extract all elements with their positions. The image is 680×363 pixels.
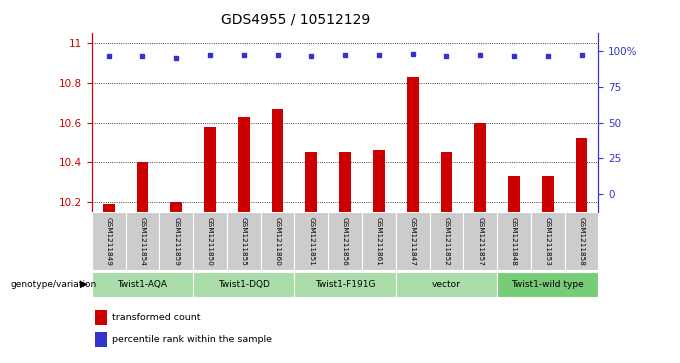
Bar	[238, 117, 250, 212]
Text: GSM1211854: GSM1211854	[139, 217, 146, 266]
Bar	[497, 272, 598, 297]
Text: GSM1211849: GSM1211849	[105, 217, 112, 266]
Bar	[474, 123, 486, 212]
Bar	[339, 152, 351, 212]
Bar	[193, 272, 294, 297]
Bar	[362, 212, 396, 270]
Bar	[564, 212, 598, 270]
Bar	[294, 212, 328, 270]
Bar	[137, 163, 148, 212]
Text: GSM1211852: GSM1211852	[443, 217, 449, 266]
Text: GSM1211857: GSM1211857	[477, 217, 483, 266]
Bar	[396, 212, 430, 270]
Text: Twist1-AQA: Twist1-AQA	[118, 280, 167, 289]
Text: GSM1211853: GSM1211853	[545, 217, 551, 266]
Bar	[373, 151, 385, 212]
Bar	[407, 77, 419, 212]
Text: GSM1211859: GSM1211859	[173, 217, 180, 266]
Bar	[575, 139, 588, 212]
Bar	[260, 212, 294, 270]
Bar	[294, 272, 396, 297]
Bar	[204, 127, 216, 212]
Bar	[92, 212, 126, 270]
Text: GSM1211861: GSM1211861	[376, 217, 382, 266]
Text: Twist1-DQD: Twist1-DQD	[218, 280, 270, 289]
Text: percentile rank within the sample: percentile rank within the sample	[112, 335, 272, 344]
Text: ▶: ▶	[80, 279, 87, 289]
Bar	[430, 212, 463, 270]
Bar	[508, 176, 520, 212]
Text: GDS4955 / 10512129: GDS4955 / 10512129	[221, 13, 371, 27]
Bar	[271, 109, 284, 212]
Bar	[531, 212, 564, 270]
Text: Twist1-F191G: Twist1-F191G	[315, 280, 375, 289]
Bar	[463, 212, 497, 270]
Bar	[126, 212, 159, 270]
Bar	[92, 272, 193, 297]
Text: GSM1211851: GSM1211851	[308, 217, 314, 266]
Bar	[497, 212, 531, 270]
Bar	[170, 203, 182, 212]
Text: vector: vector	[432, 280, 461, 289]
Bar	[193, 212, 227, 270]
Bar	[227, 212, 260, 270]
Text: GSM1211860: GSM1211860	[275, 217, 281, 266]
Bar	[396, 272, 497, 297]
Text: GSM1211858: GSM1211858	[579, 217, 585, 266]
Bar	[159, 212, 193, 270]
Bar	[542, 176, 554, 212]
Text: GSM1211847: GSM1211847	[409, 217, 415, 266]
Text: GSM1211855: GSM1211855	[241, 217, 247, 266]
Text: GSM1211856: GSM1211856	[342, 217, 348, 266]
Bar	[305, 152, 318, 212]
Text: GSM1211850: GSM1211850	[207, 217, 213, 266]
Text: transformed count: transformed count	[112, 313, 201, 322]
Bar	[441, 152, 452, 212]
Text: Twist1-wild type: Twist1-wild type	[511, 280, 584, 289]
Text: GSM1211848: GSM1211848	[511, 217, 517, 266]
Text: genotype/variation: genotype/variation	[10, 280, 97, 289]
Bar	[328, 212, 362, 270]
Bar	[103, 204, 115, 212]
